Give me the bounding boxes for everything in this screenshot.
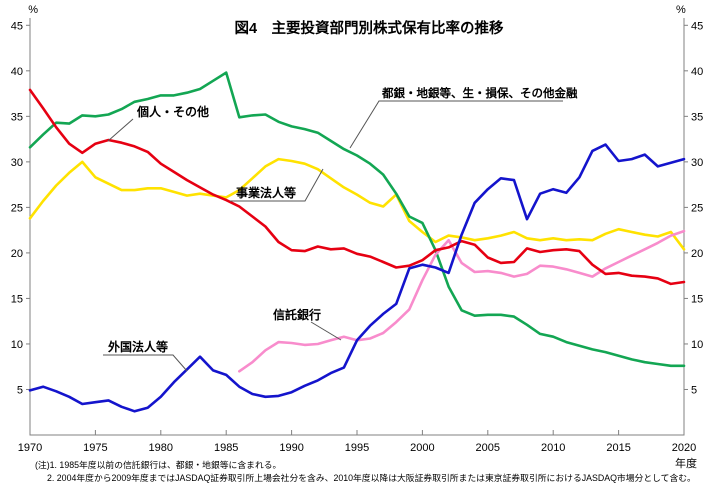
x-axis-unit: 年度: [675, 456, 697, 470]
y-tick-label-right: 30: [691, 157, 703, 169]
footnote-2: 2. 2004年度から2009年度まではJASDAQ証券取引所上場会社分を含み、…: [47, 472, 696, 483]
series-line-individuals: [28, 88, 686, 286]
y-tick-label-left: 20: [11, 248, 23, 260]
y-tick-label-right: 35: [691, 111, 703, 123]
annotation-individuals: 個人・その他: [136, 104, 209, 119]
y-axis-unit-right: %: [676, 4, 686, 16]
x-tick-label: 1975: [83, 442, 107, 454]
y-tick-label-left: 10: [11, 339, 23, 351]
annotation-foreigners: 外国法人等: [108, 339, 168, 354]
leader-line-foreigners: [103, 354, 188, 372]
y-tick-label-left: 15: [11, 293, 23, 305]
x-tick-label: 1970: [18, 442, 42, 454]
series-lines: [28, 71, 686, 413]
annotation-trust-banks: 信託銀行: [273, 307, 321, 322]
y-tick-label-right: 5: [691, 384, 697, 396]
x-tick-label: 2020: [672, 442, 696, 454]
y-tick-label-right: 15: [691, 293, 703, 305]
x-tick-label: 1980: [149, 442, 173, 454]
leader-line-individuals: [107, 118, 134, 142]
axis-frame: [29, 18, 685, 436]
x-tick-label: 1995: [345, 442, 369, 454]
leader-line-banks: [349, 100, 563, 149]
footnote-1: (注)1. 1985年度以前の信託銀行は、都銀・地銀等に含まれる。: [35, 459, 281, 470]
y-tick-label-right: 45: [691, 20, 703, 32]
x-tick-label: 2010: [541, 442, 565, 454]
y-tick-label-left: 45: [11, 20, 23, 32]
x-tick-label: 1985: [214, 442, 238, 454]
x-tick-label: 2000: [410, 442, 434, 454]
chart-title: 図4 主要投資部門別株式保有比率の推移: [234, 19, 504, 37]
y-tick-label-left: 5: [17, 384, 23, 396]
annotation-banks: 都銀・地銀等、生・損保、その他金融: [381, 86, 578, 100]
y-tick-label-right: 25: [691, 202, 703, 214]
series-line-foreign-investors: [28, 143, 686, 413]
series-line-trust-banks: [238, 229, 686, 373]
series-line-banks-insurance-other-financial: [28, 71, 686, 368]
footnotes: (注)1. 1985年度以前の信託銀行は、都銀・地銀等に含まれる。 2. 200…: [35, 459, 696, 483]
y-tick-label-left: 30: [11, 157, 23, 169]
y-tick-label-left: 40: [11, 66, 23, 78]
x-tick-label: 2005: [476, 442, 500, 454]
annotations: 個人・その他 都銀・地銀等、生・損保、その他金融 事業法人等 信託銀行 外国法人…: [103, 86, 578, 372]
leader-line-trust-banks: [310, 321, 342, 341]
leader-line-corporations: [230, 168, 324, 202]
annotation-corporations: 事業法人等: [236, 185, 296, 200]
y-tick-label-left: 25: [11, 202, 23, 214]
x-tick-label: 1990: [279, 442, 303, 454]
y-tick-label-right: 20: [691, 248, 703, 260]
y-axis-unit-left: %: [28, 4, 38, 16]
y-tick-label-left: 35: [11, 111, 23, 123]
y-tick-label-right: 10: [691, 339, 703, 351]
series-line-business-corporations: [28, 157, 686, 251]
y-tick-label-right: 40: [691, 66, 703, 78]
x-tick-label: 2015: [606, 442, 630, 454]
